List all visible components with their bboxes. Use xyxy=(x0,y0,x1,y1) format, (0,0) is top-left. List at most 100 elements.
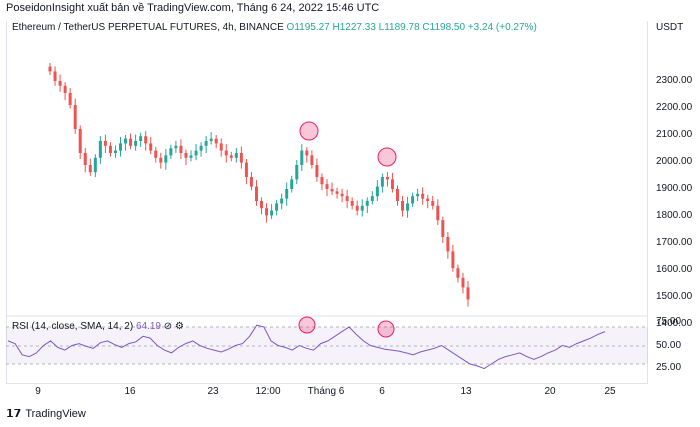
time-tick: 6 xyxy=(379,386,385,397)
candle-body xyxy=(401,201,405,211)
candle-body xyxy=(214,138,218,144)
brand-label[interactable]: TradingView xyxy=(25,407,86,420)
candle-body xyxy=(300,150,304,165)
candle-body xyxy=(466,287,470,300)
candle-body xyxy=(144,136,148,144)
candle-body xyxy=(270,210,274,216)
candle-body xyxy=(194,150,198,156)
candle-body xyxy=(375,186,379,197)
candle-body xyxy=(265,208,269,216)
candle-body xyxy=(129,138,133,146)
time-tick: 23 xyxy=(207,386,219,397)
candle-body xyxy=(229,155,233,158)
candle-body xyxy=(78,129,82,153)
currency-label: USDT xyxy=(656,22,684,33)
top-mask xyxy=(6,16,648,21)
candle-body xyxy=(456,268,460,278)
time-tick: 13 xyxy=(460,386,472,397)
rsi-tick: 75.00 xyxy=(656,316,682,327)
candle-body xyxy=(48,66,52,72)
candle-body xyxy=(53,71,57,81)
candle-body xyxy=(68,93,72,105)
candle-body xyxy=(184,153,188,158)
candle-body xyxy=(63,85,67,93)
candle-body xyxy=(365,201,369,206)
candle-body xyxy=(199,145,203,151)
candle-body xyxy=(305,150,309,156)
settings-icon[interactable]: ⚙ xyxy=(174,321,184,332)
candle-body xyxy=(390,179,394,189)
candle-body xyxy=(219,143,223,151)
time-tick: 12:00 xyxy=(255,386,281,397)
close-value: C1198.50 xyxy=(422,22,466,33)
candle-body xyxy=(234,153,238,158)
time-tick: Tháng 6 xyxy=(307,386,345,397)
candle-body xyxy=(315,165,319,177)
candle-body xyxy=(340,193,344,197)
price-axis[interactable]: USDT 2300.00 2200.00 2100.00 2000.00 1900.00… xyxy=(648,16,700,384)
candle-body xyxy=(441,220,445,237)
candle-body xyxy=(189,155,193,158)
eye-icon[interactable]: ⊘ xyxy=(163,321,173,332)
candle-body xyxy=(209,138,213,141)
price-tick: 1700.00 xyxy=(656,237,693,248)
candle-body xyxy=(88,165,92,173)
candle-body xyxy=(406,203,410,211)
candle-body xyxy=(411,196,415,204)
candle-body xyxy=(149,143,153,151)
candle-body xyxy=(325,184,329,189)
price-tick: 1400.00 xyxy=(656,318,693,329)
highlight-circle xyxy=(377,147,397,167)
candle-body xyxy=(335,191,339,194)
candle-body xyxy=(426,198,430,201)
time-tick: 16 xyxy=(124,386,136,397)
symbol-label[interactable]: Ethereum / TetherUS PERPETUAL FUTURES, 4… xyxy=(12,22,284,33)
time-tick: 25 xyxy=(604,386,616,397)
candle-body xyxy=(436,205,440,221)
candle-body xyxy=(421,193,425,199)
open-value: O1195.27 xyxy=(286,22,330,33)
candle-body xyxy=(204,141,208,146)
highlight-circle xyxy=(299,121,319,141)
candle-body xyxy=(330,189,334,192)
candle-body xyxy=(254,186,258,201)
candle-body xyxy=(350,201,354,206)
candle-body xyxy=(461,277,465,288)
candle-body xyxy=(260,201,264,209)
candle-body xyxy=(224,150,228,156)
price-tick: 2300.00 xyxy=(656,75,693,86)
candle-body xyxy=(431,201,435,206)
footer: 𝟭𝟳 TradingView xyxy=(6,407,86,421)
candle-body xyxy=(134,141,138,146)
candle-body xyxy=(83,153,87,165)
time-axis[interactable]: 9 16 23 12:00 Tháng 6 6 13 20 25 xyxy=(6,384,648,398)
candle-body xyxy=(249,177,253,187)
candle-body xyxy=(73,105,77,129)
candle-body xyxy=(310,155,314,165)
candle-body xyxy=(164,155,168,163)
candle-body xyxy=(159,157,163,163)
candle-body xyxy=(244,162,248,177)
candle-body xyxy=(395,189,399,201)
candle-body xyxy=(119,143,123,151)
rsi-highlight-circle xyxy=(377,320,395,338)
price-tick: 1900.00 xyxy=(656,183,693,194)
candle-body xyxy=(179,145,183,153)
candle-body xyxy=(451,251,455,269)
price-tick: 2000.00 xyxy=(656,156,693,167)
candle-body xyxy=(280,198,284,204)
rsi-value: 64.19 xyxy=(135,321,161,332)
ohlc-legend: Ethereum / TetherUS PERPETUAL FUTURES, 4… xyxy=(12,22,537,33)
candle-body xyxy=(355,205,359,211)
rsi-label[interactable]: RSI (14, close, SMA, 14, 2) xyxy=(12,321,134,332)
rsi-tick: 50.00 xyxy=(656,340,682,351)
candle-body xyxy=(385,177,389,180)
high-value: H1227.33 xyxy=(332,22,376,33)
candle-body xyxy=(370,196,374,201)
candle-body xyxy=(98,141,102,158)
price-tick: 1800.00 xyxy=(656,210,693,221)
tradingview-logo-icon[interactable]: 𝟭𝟳 xyxy=(6,408,22,420)
candle-body xyxy=(290,179,294,189)
rsi-tick: 25.00 xyxy=(656,362,682,373)
publish-header: PoseidonInsight xuất bản về TradingView.… xyxy=(6,2,380,14)
